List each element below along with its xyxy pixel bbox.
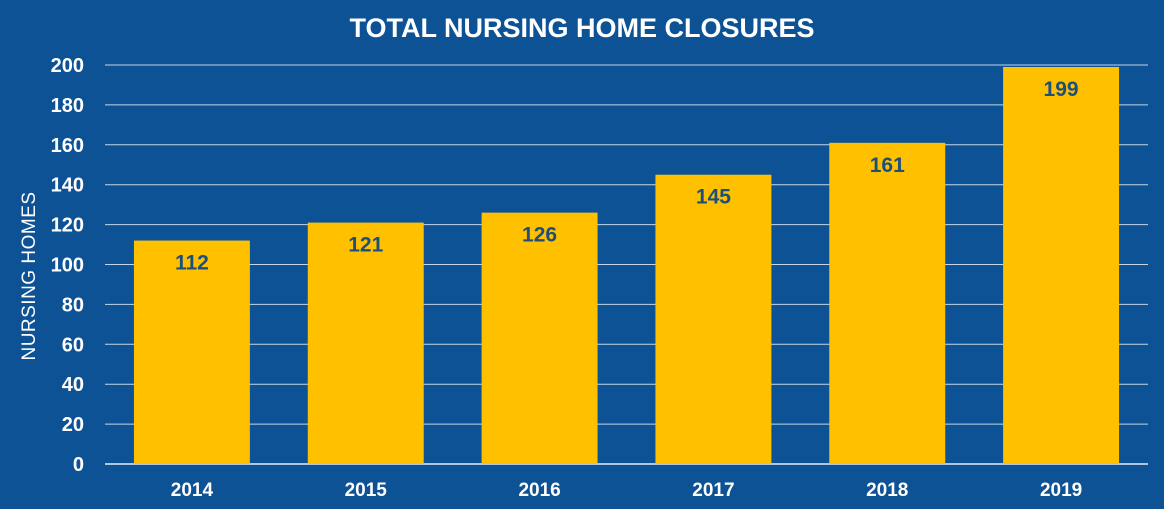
y-tick-label: 160 <box>51 135 84 157</box>
y-tick-label: 40 <box>62 374 84 396</box>
x-tick-label-2014: 2014 <box>171 480 214 501</box>
data-labels: 112 121 126 145 161 199 <box>175 78 1079 275</box>
bar-2015 <box>307 222 424 464</box>
x-tick-label-2018: 2018 <box>866 480 908 501</box>
data-label-2017: 145 <box>696 186 731 209</box>
x-tick-label-2019: 2019 <box>1040 480 1082 501</box>
y-tick-label: 80 <box>62 294 84 316</box>
data-label-2018: 161 <box>870 154 905 177</box>
x-axis-ticks: 2014 2015 2016 2017 2018 2019 <box>171 480 1082 501</box>
y-tick-label: 140 <box>51 175 84 197</box>
bar-2019 <box>1003 66 1120 465</box>
y-tick-label: 180 <box>51 95 84 117</box>
data-label-2014: 112 <box>175 252 209 275</box>
data-label-2015: 121 <box>348 234 383 257</box>
y-tick-label: 120 <box>51 215 84 237</box>
data-label-2019: 199 <box>1044 78 1079 101</box>
data-label-2016: 126 <box>522 224 557 247</box>
y-axis-label: NURSING HOMES <box>19 191 40 360</box>
x-tick-label-2015: 2015 <box>345 480 388 501</box>
bar-2018 <box>829 142 946 464</box>
gridlines <box>105 64 1148 465</box>
y-tick-label: 60 <box>62 334 84 356</box>
x-tick-label-2016: 2016 <box>518 480 560 501</box>
bar-2014 <box>133 240 250 464</box>
bars <box>133 66 1120 465</box>
y-tick-label: 0 <box>73 454 84 476</box>
y-tick-label: 100 <box>51 255 84 277</box>
y-tick-label: 20 <box>62 414 84 436</box>
chart-title: TOTAL NURSING HOME CLOSURES <box>349 13 814 43</box>
bar-2017 <box>655 174 772 464</box>
bar-2016 <box>481 212 598 464</box>
x-tick-label-2017: 2017 <box>692 480 734 501</box>
y-tick-label: 200 <box>51 55 84 77</box>
y-axis-ticks: 0 20 40 60 80 100 120 140 160 180 200 <box>51 55 84 476</box>
